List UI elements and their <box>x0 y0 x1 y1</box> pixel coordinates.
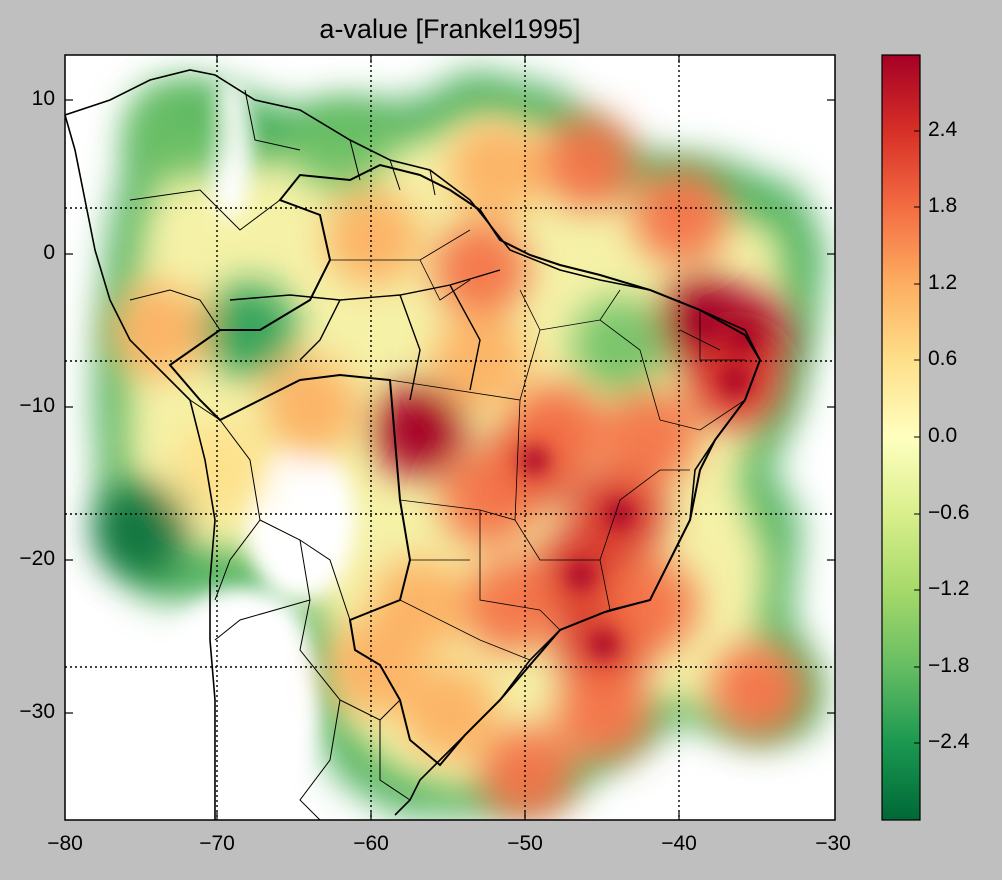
colorbar-label: −0.6 <box>928 501 970 524</box>
colorbar-label: 0.0 <box>928 424 958 447</box>
x-tick-label: −30 <box>815 832 851 855</box>
heatmap-hotspot <box>402 664 498 761</box>
x-tick-label: −60 <box>353 832 389 855</box>
country-borders <box>129 89 436 820</box>
heatmap-hotspot <box>171 420 267 517</box>
heatmap-hotspot <box>432 221 529 318</box>
gridlines <box>65 55 835 820</box>
borders-layer <box>65 69 762 820</box>
heatmap-hotspot <box>571 297 668 394</box>
y-tick-label: −10 <box>19 394 55 417</box>
x-tick-label: −50 <box>507 832 543 855</box>
heatmap-hotspot-core <box>566 561 595 590</box>
colorbar-label: −1.8 <box>928 654 970 677</box>
heatmap-hotspot-core <box>590 630 618 659</box>
heatmap-hotspot <box>124 83 221 180</box>
state-borders <box>330 229 746 661</box>
heatmap-hotspot-core <box>605 500 634 528</box>
heatmap-hotspot-core <box>405 415 434 444</box>
y-tick-label: −30 <box>19 700 55 723</box>
colorbar-label: 1.8 <box>928 194 958 217</box>
coastline <box>65 69 761 816</box>
y-tick-label: −20 <box>19 547 55 570</box>
heatmap-layer <box>94 70 825 820</box>
heatmap-hotspot-core <box>520 446 549 475</box>
heatmap-hotspot <box>540 114 637 211</box>
heatmap-hotspot <box>263 358 360 455</box>
heatmap-hotspot <box>602 557 699 654</box>
y-tick-label: 0 <box>43 241 55 264</box>
heatmap-hotspot <box>710 641 806 738</box>
colorbar-label: 0.6 <box>928 347 958 370</box>
axis-ticks <box>65 55 835 820</box>
heatmap-hotspot <box>325 190 421 287</box>
heatmap-hotspot <box>294 98 391 195</box>
colorbar-label: 1.2 <box>928 271 958 294</box>
x-tick-label: −80 <box>47 832 83 855</box>
heatmap-hotspot <box>556 664 652 761</box>
heatmap-hotspot <box>440 450 537 547</box>
heatmap-hotspot <box>109 282 206 379</box>
plot-frame <box>64 54 836 821</box>
chart-title: a-value [Frankel1995] <box>319 14 581 44</box>
heatmap-hotspot <box>602 389 699 486</box>
x-tick-label: −40 <box>661 832 697 855</box>
heatmap-hotspot-core <box>720 366 749 395</box>
colorbar-label: 2.4 <box>928 118 958 141</box>
heatmap-hotspot <box>633 167 729 264</box>
colorbar-label: −1.2 <box>928 577 970 600</box>
colorbar-ticks <box>914 130 920 744</box>
rivers <box>229 269 501 401</box>
heatmap-hotspot <box>325 619 421 715</box>
x-tick-label: −70 <box>199 832 235 855</box>
colorbar-label: −2.4 <box>928 730 970 753</box>
heatmap-hotspot <box>479 726 575 820</box>
heatmap-hotspot <box>94 481 190 578</box>
y-tick-label: 10 <box>31 87 55 110</box>
heatmap-hotspot <box>463 557 560 654</box>
heatmap-hotspot <box>448 121 545 218</box>
heatmap-hotspot-core <box>728 324 757 353</box>
